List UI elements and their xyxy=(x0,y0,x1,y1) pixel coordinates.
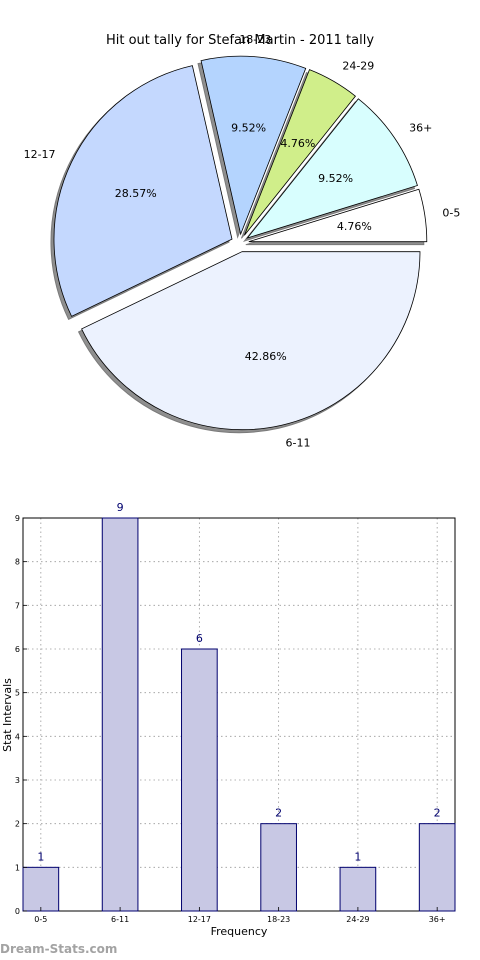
y-tick-label: 8 xyxy=(15,558,20,567)
x-tick-label: 24-29 xyxy=(346,915,369,924)
bar-value-label: 2 xyxy=(275,807,282,820)
x-axis-label: Frequency xyxy=(211,925,268,938)
pie-label-24-29: 24-29 xyxy=(342,60,374,73)
pie-label-12-17: 12-17 xyxy=(24,148,56,161)
bar-0-5 xyxy=(22,866,60,912)
bar-value-label: 2 xyxy=(434,807,441,820)
bar-value-label: 1 xyxy=(354,850,361,863)
bar-36+ xyxy=(418,823,456,912)
pie-label-18-23: 18-23 xyxy=(239,33,271,46)
bar-24-29 xyxy=(339,866,377,912)
pie-pct-12-17: 28.57% xyxy=(115,187,157,200)
y-tick-label: 5 xyxy=(15,689,20,698)
watermark: Dream-Stats.com xyxy=(0,942,118,956)
y-tick-label: 4 xyxy=(15,732,20,741)
x-tick-label: 0-5 xyxy=(34,915,47,924)
pie-pct-36+: 9.52% xyxy=(318,172,353,185)
bar-axes-frame xyxy=(22,517,456,912)
y-tick-label: 2 xyxy=(15,820,20,829)
pie-slice-18-23 xyxy=(200,55,307,236)
pie-label-0-5: 0-5 xyxy=(442,206,460,219)
bar-value-label: 9 xyxy=(117,501,124,514)
y-tick-label: 6 xyxy=(15,645,20,654)
y-tick-label: 7 xyxy=(15,601,20,610)
y-axis-label: Stat Intervals xyxy=(1,678,14,752)
x-tick-label: 6-11 xyxy=(111,915,129,924)
pie-label-6-11: 6-11 xyxy=(286,437,311,450)
pie-slice-24-29 xyxy=(244,69,356,236)
pie-slices xyxy=(53,55,428,431)
pie-pct-18-23: 9.52% xyxy=(231,122,266,135)
y-tick-label: 0 xyxy=(15,907,20,916)
pie-slice-6-11 xyxy=(81,251,421,431)
bar-6-11 xyxy=(101,517,139,912)
bar-value-label: 1 xyxy=(37,850,44,863)
y-tick-label: 9 xyxy=(15,514,20,523)
bar-12-17 xyxy=(181,648,218,912)
bar-value-label: 6 xyxy=(196,632,203,645)
pie-slice-0-5 xyxy=(248,188,428,243)
pie-slice-36+ xyxy=(246,98,418,239)
pie-title: Hit out tally for Stefan Martin - 2011 t… xyxy=(106,33,374,48)
y-tick-label: 1 xyxy=(15,863,20,872)
pie-pct-0-5: 4.76% xyxy=(337,220,372,233)
x-tick-label: 36+ xyxy=(429,915,446,924)
pie-pct-24-29: 4.76% xyxy=(280,137,315,150)
pie-slice-12-17 xyxy=(53,65,233,317)
bar-18-23 xyxy=(260,823,297,912)
x-tick-label: 18-23 xyxy=(267,915,290,924)
pie-label-36+: 36+ xyxy=(409,122,432,135)
bar-grid xyxy=(23,517,455,912)
pie-pct-6-11: 42.86% xyxy=(245,350,287,363)
y-tick-label: 3 xyxy=(15,776,20,785)
x-tick-label: 12-17 xyxy=(188,915,211,924)
